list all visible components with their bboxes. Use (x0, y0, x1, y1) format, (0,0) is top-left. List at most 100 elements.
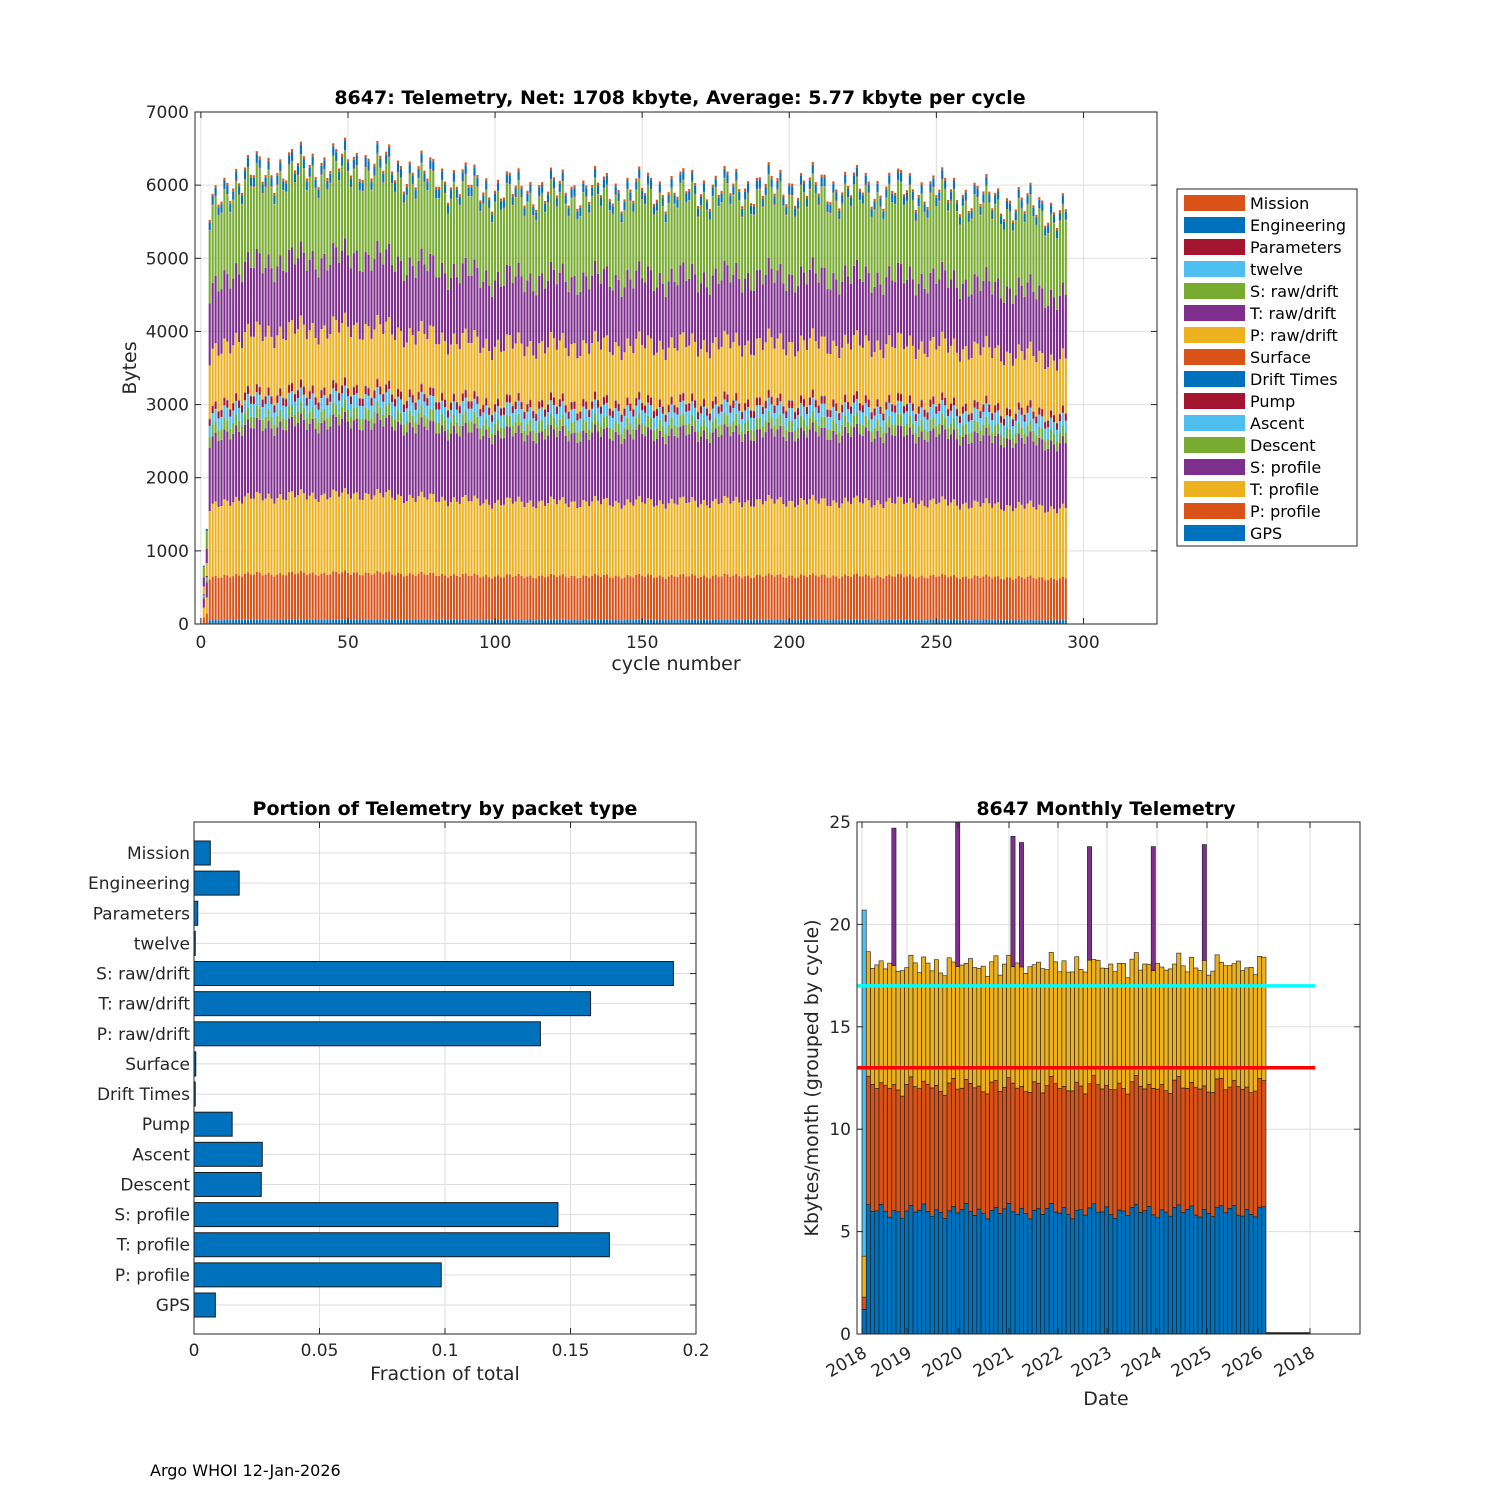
top-bar-segment (252, 336, 255, 396)
top-bar-segment (376, 144, 379, 153)
top-bar-segment (226, 274, 229, 342)
top-bar-segment (473, 164, 476, 168)
top-bar-segment (405, 408, 408, 421)
mt-bar-segment (989, 1210, 995, 1335)
top-bar-segment (229, 577, 232, 621)
top-bar-segment (1014, 295, 1017, 359)
top-bar-segment (296, 329, 300, 390)
top-bar-segment (202, 567, 205, 578)
top-bar-segment (755, 177, 758, 181)
top-bar-segment (641, 278, 644, 345)
top-bar-segment (629, 434, 632, 503)
top-bar-segment (370, 398, 373, 406)
top-bar-segment (1064, 209, 1067, 212)
top-bar-segment (255, 154, 258, 163)
top-bar-segment (1047, 438, 1050, 449)
top-bar-segment (773, 406, 776, 413)
top-bar-segment (723, 399, 726, 413)
top-bar-segment (944, 405, 947, 419)
top-bar-segment (499, 208, 503, 210)
fraction-chart: 0 0.05 0.1 0.15 0.2MissionEngineeringParamet… (88, 798, 710, 1385)
top-bar-segment (705, 620, 708, 624)
top-bar-segment (947, 210, 950, 211)
top-bar-segment (991, 507, 994, 579)
top-bar-segment (414, 502, 417, 576)
top-bar-segment (308, 330, 311, 391)
top-bar-segment (694, 431, 697, 501)
top-bar-segment (976, 432, 979, 502)
top-bar-segment (635, 190, 638, 271)
top-bar-segment (488, 197, 491, 201)
top-bar-segment (1005, 505, 1009, 578)
top-bar-segment (1032, 291, 1035, 357)
top-bar-segment (599, 436, 603, 505)
top-bar-segment (532, 418, 535, 431)
mt-bar-segment (882, 1210, 888, 1335)
top-bar-segment (670, 337, 673, 397)
top-bar-segment (805, 195, 808, 199)
top-bar-segment (605, 497, 608, 575)
top-bar-segment (293, 426, 297, 498)
top-bar-segment (920, 341, 923, 400)
top-bar-segment (544, 577, 547, 621)
top-bar-segment (411, 172, 414, 176)
top-bar-segment (855, 412, 858, 424)
top-bar-segment (805, 198, 808, 207)
top-bar-segment (293, 497, 297, 575)
top-bar-segment (349, 619, 352, 624)
top-bar-segment (767, 257, 770, 329)
top-bar-segment (458, 425, 461, 437)
top-bar-segment (249, 267, 252, 337)
top-bar-segment (1047, 427, 1050, 439)
top-bar-segment (232, 345, 235, 403)
top-bar-segment (323, 160, 326, 169)
top-bar-segment (897, 180, 900, 263)
top-bar-segment (761, 206, 764, 207)
top-bar-segment (602, 397, 605, 405)
top-bar-segment (602, 619, 605, 624)
hb-category-label: T: raw/drift (97, 995, 190, 1015)
legend-swatch (1184, 481, 1245, 497)
top-bar-segment (823, 403, 826, 417)
top-bar-segment (1014, 432, 1017, 444)
top-bar-segment (908, 175, 911, 185)
top-bar-segment (997, 433, 1000, 503)
top-bar-segment (744, 576, 747, 621)
top-bar-segment (900, 414, 903, 426)
top-bar-segment (867, 184, 870, 193)
top-bar-segment (658, 407, 661, 420)
top-bar-segment (988, 576, 991, 621)
legend-label: Mission (1250, 194, 1309, 213)
top-bar-segment (820, 396, 823, 404)
top-bar-segment (335, 247, 338, 321)
top-bar-segment (623, 505, 626, 578)
hb-category-label: Mission (127, 844, 190, 864)
top-bar-segment (582, 419, 585, 431)
top-bar-segment (538, 196, 541, 276)
top-bar-segment (823, 267, 826, 337)
top-bar-segment (920, 575, 923, 621)
top-bar-segment (814, 575, 817, 621)
top-bar-segment (208, 425, 211, 438)
top-bar-segment (664, 360, 667, 415)
top-bar-segment (876, 406, 879, 420)
top-bar-segment (455, 189, 458, 198)
top-bar-segment (426, 190, 429, 271)
top-bar-segment (293, 414, 297, 427)
top-bar-segment (464, 162, 467, 166)
top-bar-segment (852, 402, 856, 416)
top-bar-segment (508, 497, 511, 575)
top-bar-segment (1026, 203, 1029, 205)
top-bar-segment (494, 346, 497, 404)
top-bar-segment (873, 210, 876, 287)
top-bar-segment (220, 620, 223, 624)
top-bar-segment (679, 426, 682, 498)
hb-bar (193, 1232, 610, 1258)
top-bar-segment (576, 218, 579, 220)
top-bar-segment (273, 412, 276, 426)
top-bar-segment (229, 353, 232, 410)
top-bar-segment (358, 181, 361, 190)
top-bar-segment (329, 574, 332, 620)
top-bar-segment (1064, 420, 1067, 433)
top-bar-segment (332, 143, 335, 147)
